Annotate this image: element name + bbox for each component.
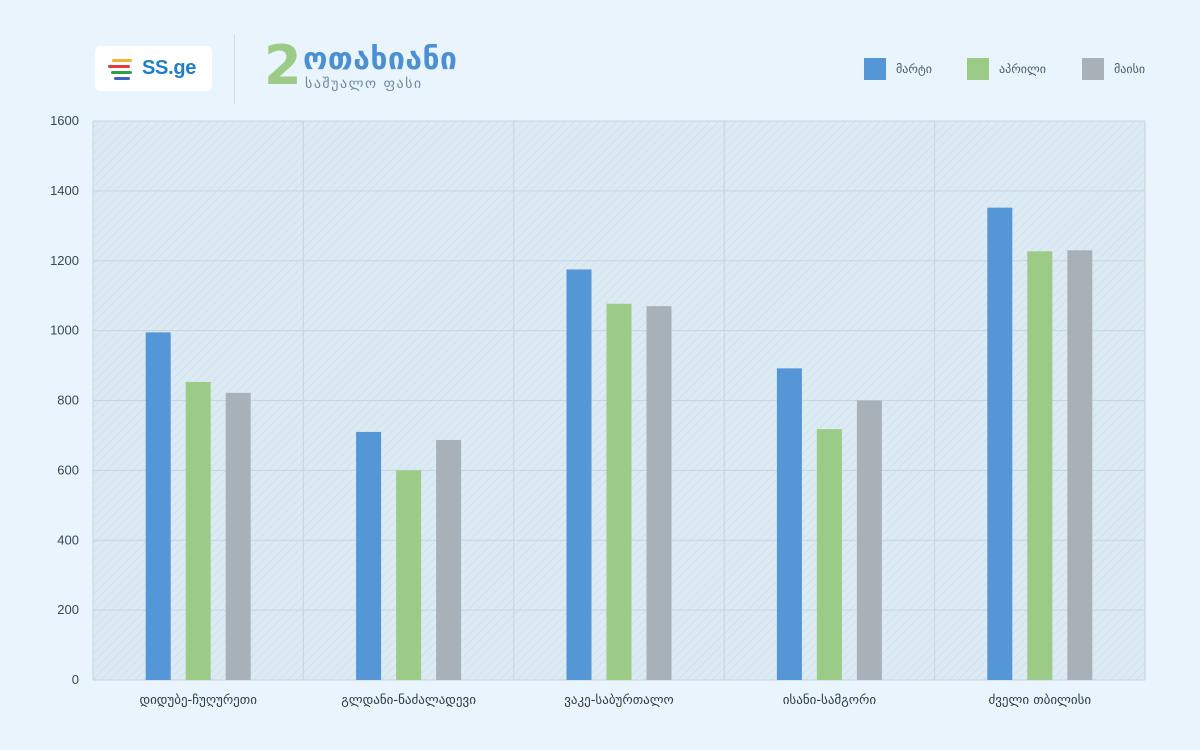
x-tick-label: დიდუბე-ჩუღურეთი — [139, 693, 257, 708]
bar-1-1 — [145, 332, 171, 680]
y-tick-label: 600 — [57, 462, 79, 477]
legend-swatch-may — [1082, 58, 1104, 80]
ss-logo[interactable]: SS.ge — [95, 46, 212, 91]
bar-2-4 — [816, 429, 842, 680]
bar-3-1 — [225, 392, 251, 680]
legend-swatch-april — [967, 58, 989, 80]
bar-2-3 — [606, 303, 632, 680]
y-tick-label: 200 — [57, 602, 79, 617]
y-tick-label: 400 — [57, 532, 79, 547]
page-subtitle: საშუალო ფასი — [305, 76, 423, 92]
logo-mark-icon — [108, 56, 134, 82]
legend-item-april: აპრილი — [967, 58, 1046, 80]
y-tick-label: 0 — [72, 672, 79, 687]
bar-1-4 — [776, 368, 802, 680]
bar-1-5 — [987, 207, 1013, 680]
y-tick-label: 1000 — [50, 323, 79, 338]
y-tick-label: 800 — [57, 393, 79, 408]
bar-2-1 — [185, 381, 211, 680]
bar-1-3 — [566, 269, 592, 680]
y-tick-label: 1200 — [50, 253, 79, 268]
x-tick-label: ვაკე-საბურთალო — [564, 693, 674, 708]
bar-3-5 — [1067, 250, 1093, 681]
title-number: 2 — [264, 34, 302, 97]
x-tick-label: ისანი-სამგორი — [783, 693, 877, 708]
legend-item-march: მარტი — [864, 58, 932, 80]
x-tick-label: ძველი თბილისი — [988, 693, 1091, 708]
page-title: ოთახიანი — [303, 42, 458, 77]
y-tick-label: 1400 — [50, 183, 79, 198]
legend-label-march: მარტი — [896, 62, 932, 76]
header-divider — [234, 34, 235, 104]
legend-swatch-march — [864, 58, 886, 80]
bar-1-2 — [356, 431, 382, 680]
bar-3-2 — [436, 439, 462, 680]
bar-2-5 — [1027, 251, 1053, 680]
logo-text: SS.ge — [142, 57, 197, 79]
bar-3-3 — [646, 306, 672, 680]
legend-label-may: მაისი — [1114, 62, 1146, 76]
legend-item-may: მაისი — [1082, 58, 1145, 80]
x-tick-label: გლდანი-ნაძალადევი — [341, 693, 476, 708]
bar-2-2 — [396, 470, 422, 680]
y-tick-label: 1600 — [50, 113, 79, 128]
legend-label-april: აპრილი — [999, 62, 1046, 76]
bar-3-4 — [856, 400, 882, 680]
